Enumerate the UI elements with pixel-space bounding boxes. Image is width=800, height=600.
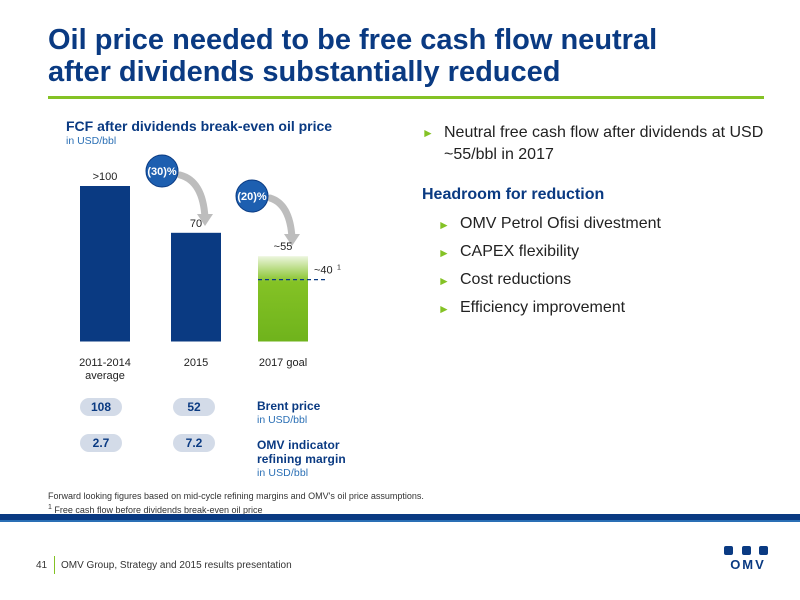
omv-logo-mark-icon [724,546,768,555]
bullet-arrow-icon: ► [422,126,434,140]
bar-2 [171,232,221,342]
footer-band-accent [0,520,800,522]
headroom-item: ► Efficiency improvement [438,294,782,322]
reference-line-label: ~40 [314,265,333,277]
footnote-line-2: Free cash flow before dividends break-ev… [54,505,263,515]
footnotes: Forward looking figures based on mid-cyc… [48,490,424,516]
bullet-arrow-icon: ► [438,218,450,232]
bullet-arrow-icon: ► [438,274,450,288]
chart-unit: in USD/bbl [66,135,117,147]
x-tick-label: 2011-2014 [79,357,131,369]
headroom-heading: Headroom for reduction [422,186,605,203]
bar-value-label: ~55 [274,241,293,253]
refining-margin-2015: 7.2 [173,434,215,452]
refining-margin-label: OMV indicator refining margin in USD/bbl [257,438,367,480]
x-tick-label: average [85,370,125,382]
headroom-item: ► OMV Petrol Ofisi divestment [438,210,782,238]
title-divider [48,96,764,99]
footer-text: OMV Group, Strategy and 2015 results pre… [61,560,292,571]
bar-3 [258,256,308,342]
bar-1 [80,186,130,342]
chart-title: FCF after dividends break-even oil price [66,118,333,134]
headroom-item-text: CAPEX flexibility [460,243,580,260]
brent-unit: in USD/bbl [257,414,308,426]
page-number: 41 [36,560,48,571]
change-bubble [145,154,179,188]
change-arrow-icon [266,194,296,242]
omv-logo-text: OMV [730,557,766,572]
brent-price-label: Brent price in USD/bbl [257,399,320,427]
x-tick-label: 2015 [184,357,208,369]
headroom-item-text: Efficiency improvement [460,299,626,316]
change-arrowhead-icon [284,234,300,246]
headroom-item-text: OMV Petrol Ofisi divestment [460,215,661,232]
title-line-2: after dividends substantially reduced [48,56,561,88]
bar-value-label: 70 [190,218,202,230]
bullet-arrow-icon: ► [438,246,450,260]
change-bubble [235,179,269,213]
headroom-item: ► Cost reductions [438,266,782,294]
headroom-item: ► CAPEX flexibility [438,238,782,266]
refining-margin-unit: in USD/bbl [257,467,309,479]
footnote-marker: 1 [48,504,52,511]
headroom-item-text: Cost reductions [460,271,572,288]
footer-band [0,514,800,520]
change-arrowhead-icon [197,214,213,226]
bullet-section: ► Neutral free cash flow after dividends… [422,122,782,322]
footer-separator [54,556,55,574]
change-percent-label: (20)% [237,191,267,203]
headroom-list: ► OMV Petrol Ofisi divestment ► CAPEX fl… [422,210,782,322]
footnote-line-2-wrap: 1 Free cash flow before dividends break-… [48,502,424,516]
refining-margin-2011-2014: 2.7 [80,434,122,452]
main-bullet-text: Neutral free cash flow after dividends a… [444,124,764,163]
refining-margin-label-text: OMV indicator refining margin [257,438,346,466]
title-line-1: Oil price needed to be free cash flow ne… [48,24,658,56]
omv-logo: OMV [720,546,776,576]
footnote-line-1: Forward looking figures based on mid-cyc… [48,491,424,501]
brent-value-2015: 52 [173,398,215,416]
x-tick-label: 2017 goal [259,357,307,369]
page-title: Oil price needed to be free cash flow ne… [48,24,788,88]
main-bullet: ► Neutral free cash flow after dividends… [422,122,782,166]
brent-label-text: Brent price [257,399,321,413]
change-arrow-icon [176,171,209,222]
bullet-arrow-icon: ► [438,302,450,316]
bar-value-label: >100 [93,171,118,183]
brent-value-2011-2014: 108 [80,398,122,416]
change-percent-label: (30)% [147,166,177,178]
reference-line-footnote-marker: 1 [337,265,341,272]
